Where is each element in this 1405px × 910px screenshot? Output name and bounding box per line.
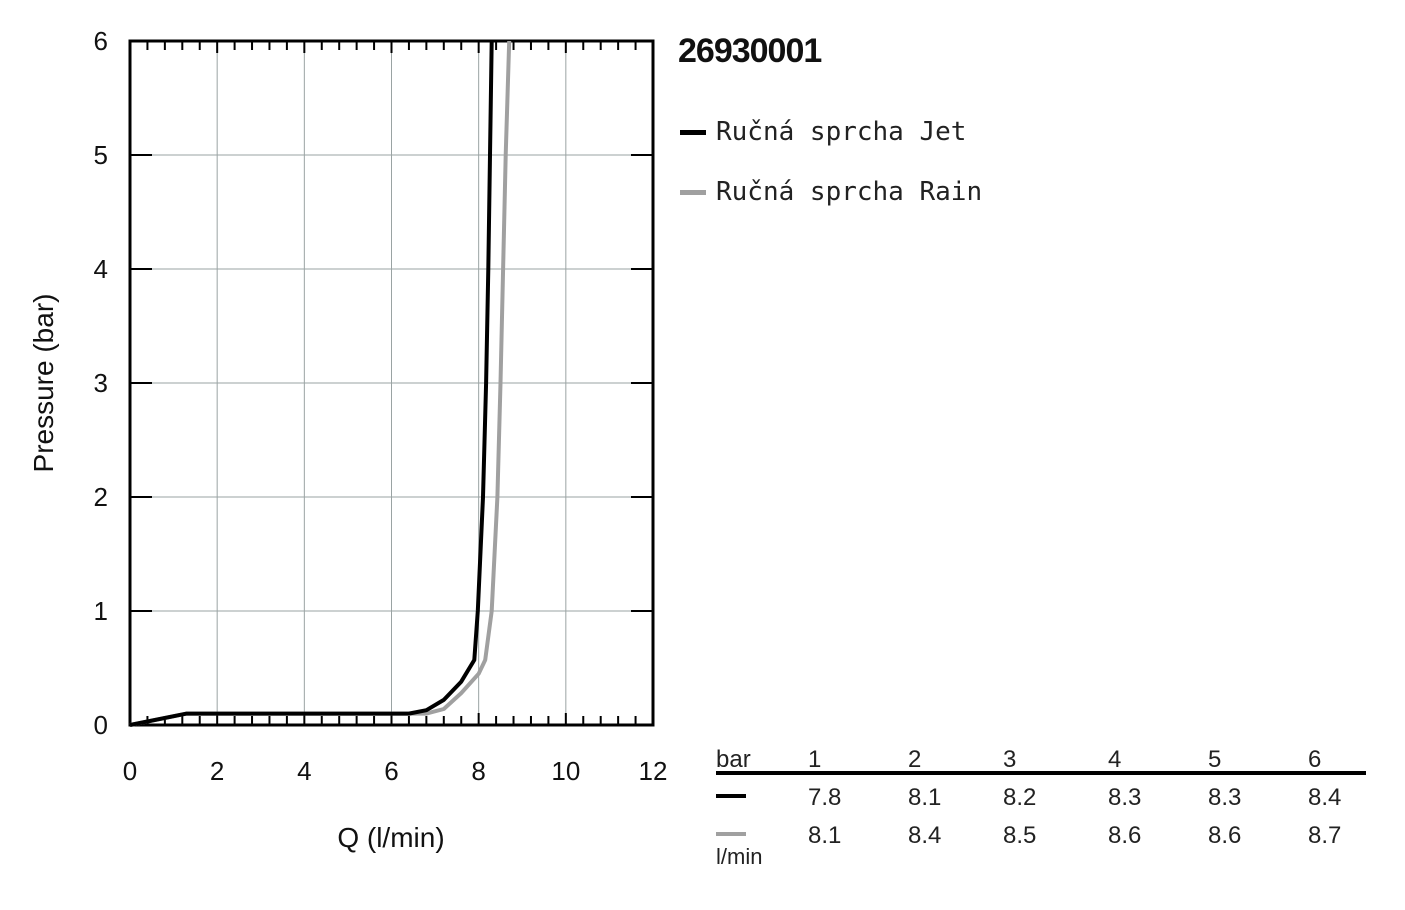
table-cell: 8.1 bbox=[808, 822, 842, 849]
table-cell: 8.3 bbox=[1208, 784, 1242, 811]
table-cell: 8.7 bbox=[1308, 822, 1342, 849]
y-tick-label: 1 bbox=[94, 596, 108, 626]
table-header-unit: bar bbox=[716, 746, 751, 773]
x-tick-label: 0 bbox=[123, 756, 137, 786]
table-footer-unit: l/min bbox=[716, 844, 763, 869]
table-cell: 8.6 bbox=[1208, 822, 1242, 849]
table-cell: 8.2 bbox=[1003, 784, 1037, 811]
table-row-swatch bbox=[716, 794, 746, 798]
legend-swatch bbox=[680, 129, 706, 135]
legend-label: Ručná sprcha Rain bbox=[716, 177, 983, 207]
y-tick-label: 5 bbox=[94, 140, 108, 170]
y-tick-label: 4 bbox=[94, 254, 108, 284]
legend-label: Ručná sprcha Jet bbox=[716, 117, 967, 147]
table-column-header: 5 bbox=[1208, 746, 1222, 773]
x-tick-label: 4 bbox=[297, 756, 311, 786]
table-cell: 8.4 bbox=[908, 822, 942, 849]
table-cell: 8.3 bbox=[1108, 784, 1142, 811]
legend-swatch bbox=[680, 189, 706, 195]
flow-table: bar l/min 1 2 3 4 5 6 7.8 8.1 8.2 8.3 8.3 8.4 8.1 8.4… bbox=[716, 742, 1366, 882]
x-tick-label: 8 bbox=[471, 756, 485, 786]
table-row-swatch bbox=[716, 832, 746, 836]
product-title: 26930001 bbox=[678, 32, 822, 70]
x-tick-label: 10 bbox=[551, 756, 580, 786]
table-cell: 8.5 bbox=[1003, 822, 1037, 849]
y-axis-title: Pressure (bar) bbox=[28, 294, 59, 473]
y-tick-label: 0 bbox=[94, 710, 108, 740]
legend-item: Ručná sprcha Jet bbox=[680, 117, 966, 147]
plot-frame bbox=[128, 39, 655, 727]
table-cell: 8.1 bbox=[908, 784, 942, 811]
table-cell: 7.8 bbox=[808, 784, 842, 811]
y-tick-label: 6 bbox=[94, 26, 108, 56]
table-column-header: 2 bbox=[908, 746, 922, 773]
table-cell: 8.4 bbox=[1308, 784, 1342, 811]
table-column-header: 3 bbox=[1003, 746, 1017, 773]
table-rule bbox=[716, 771, 1366, 775]
y-tick-label: 2 bbox=[94, 482, 108, 512]
series-line-1 bbox=[129, 40, 494, 727]
x-tick-label: 6 bbox=[384, 756, 398, 786]
table-column-header: 1 bbox=[808, 746, 822, 773]
x-axis-title: Q (l/min) bbox=[337, 822, 444, 853]
table-column-header: 6 bbox=[1308, 746, 1322, 773]
legend-item: Ručná sprcha Rain bbox=[680, 177, 982, 207]
table-column-header: 4 bbox=[1108, 746, 1122, 773]
x-tick-label: 2 bbox=[210, 756, 224, 786]
x-tick-label: 12 bbox=[639, 756, 668, 786]
table-cell: 8.6 bbox=[1108, 822, 1142, 849]
y-tick-label: 3 bbox=[94, 368, 108, 398]
series-line-2 bbox=[129, 40, 512, 727]
